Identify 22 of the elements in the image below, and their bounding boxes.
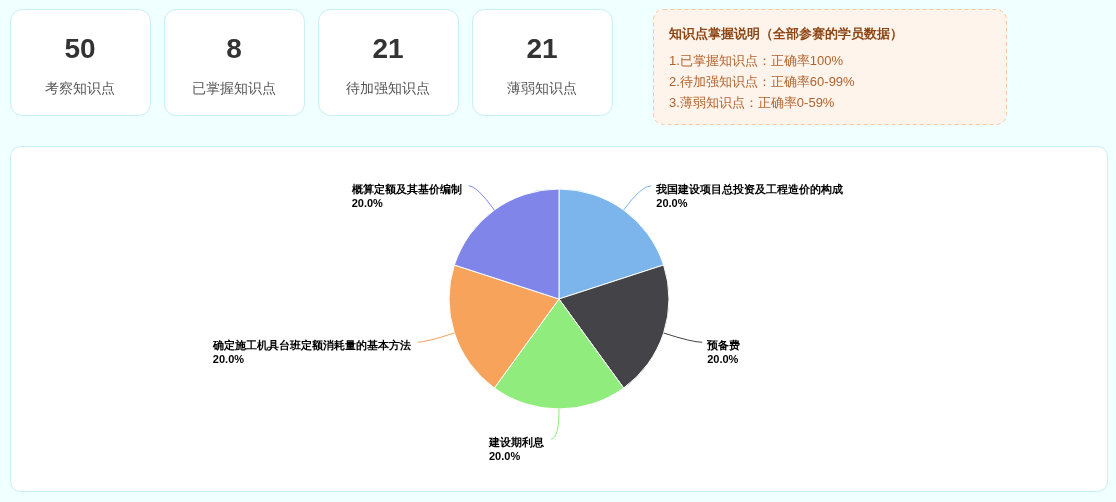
slice-label: 确定施工机具台班定额消耗量的基本方法 xyxy=(211,339,411,353)
text: 2.待加强知识点：正确率60-99% xyxy=(669,74,856,89)
data-label: 21 xyxy=(372,33,404,64)
category-label: 薄弱知识点 xyxy=(507,81,577,96)
category-label: 待加强知识点 xyxy=(346,81,430,96)
data-label: 20.0% xyxy=(351,196,384,209)
slice-label: 建设期利息 xyxy=(488,436,545,448)
category-label: 已掌握知识点 xyxy=(192,81,276,96)
slice-label: 我国建设项目总投资及工程造价的构成 xyxy=(655,182,844,195)
category-label: 考察知识点 xyxy=(45,81,115,96)
data-label: 20.0% xyxy=(212,353,245,366)
data-label: 20.0% xyxy=(707,353,739,366)
data-label: 8 xyxy=(226,33,242,64)
slice-label: 概算定额及其基价编制 xyxy=(350,182,462,196)
slice-label: 预备费 xyxy=(706,339,741,352)
data-label: 20.0% xyxy=(656,196,688,209)
text: 1.已掌握知识点：正确率100% xyxy=(669,53,844,68)
data-label: 50 xyxy=(64,33,96,64)
data-label: 20.0% xyxy=(489,450,521,462)
data-label: 21 xyxy=(526,33,558,64)
text: 3.薄弱知识点：正确率0-59% xyxy=(669,95,835,110)
text: 知识点掌握说明（全部参赛的学员数据） xyxy=(668,26,903,41)
